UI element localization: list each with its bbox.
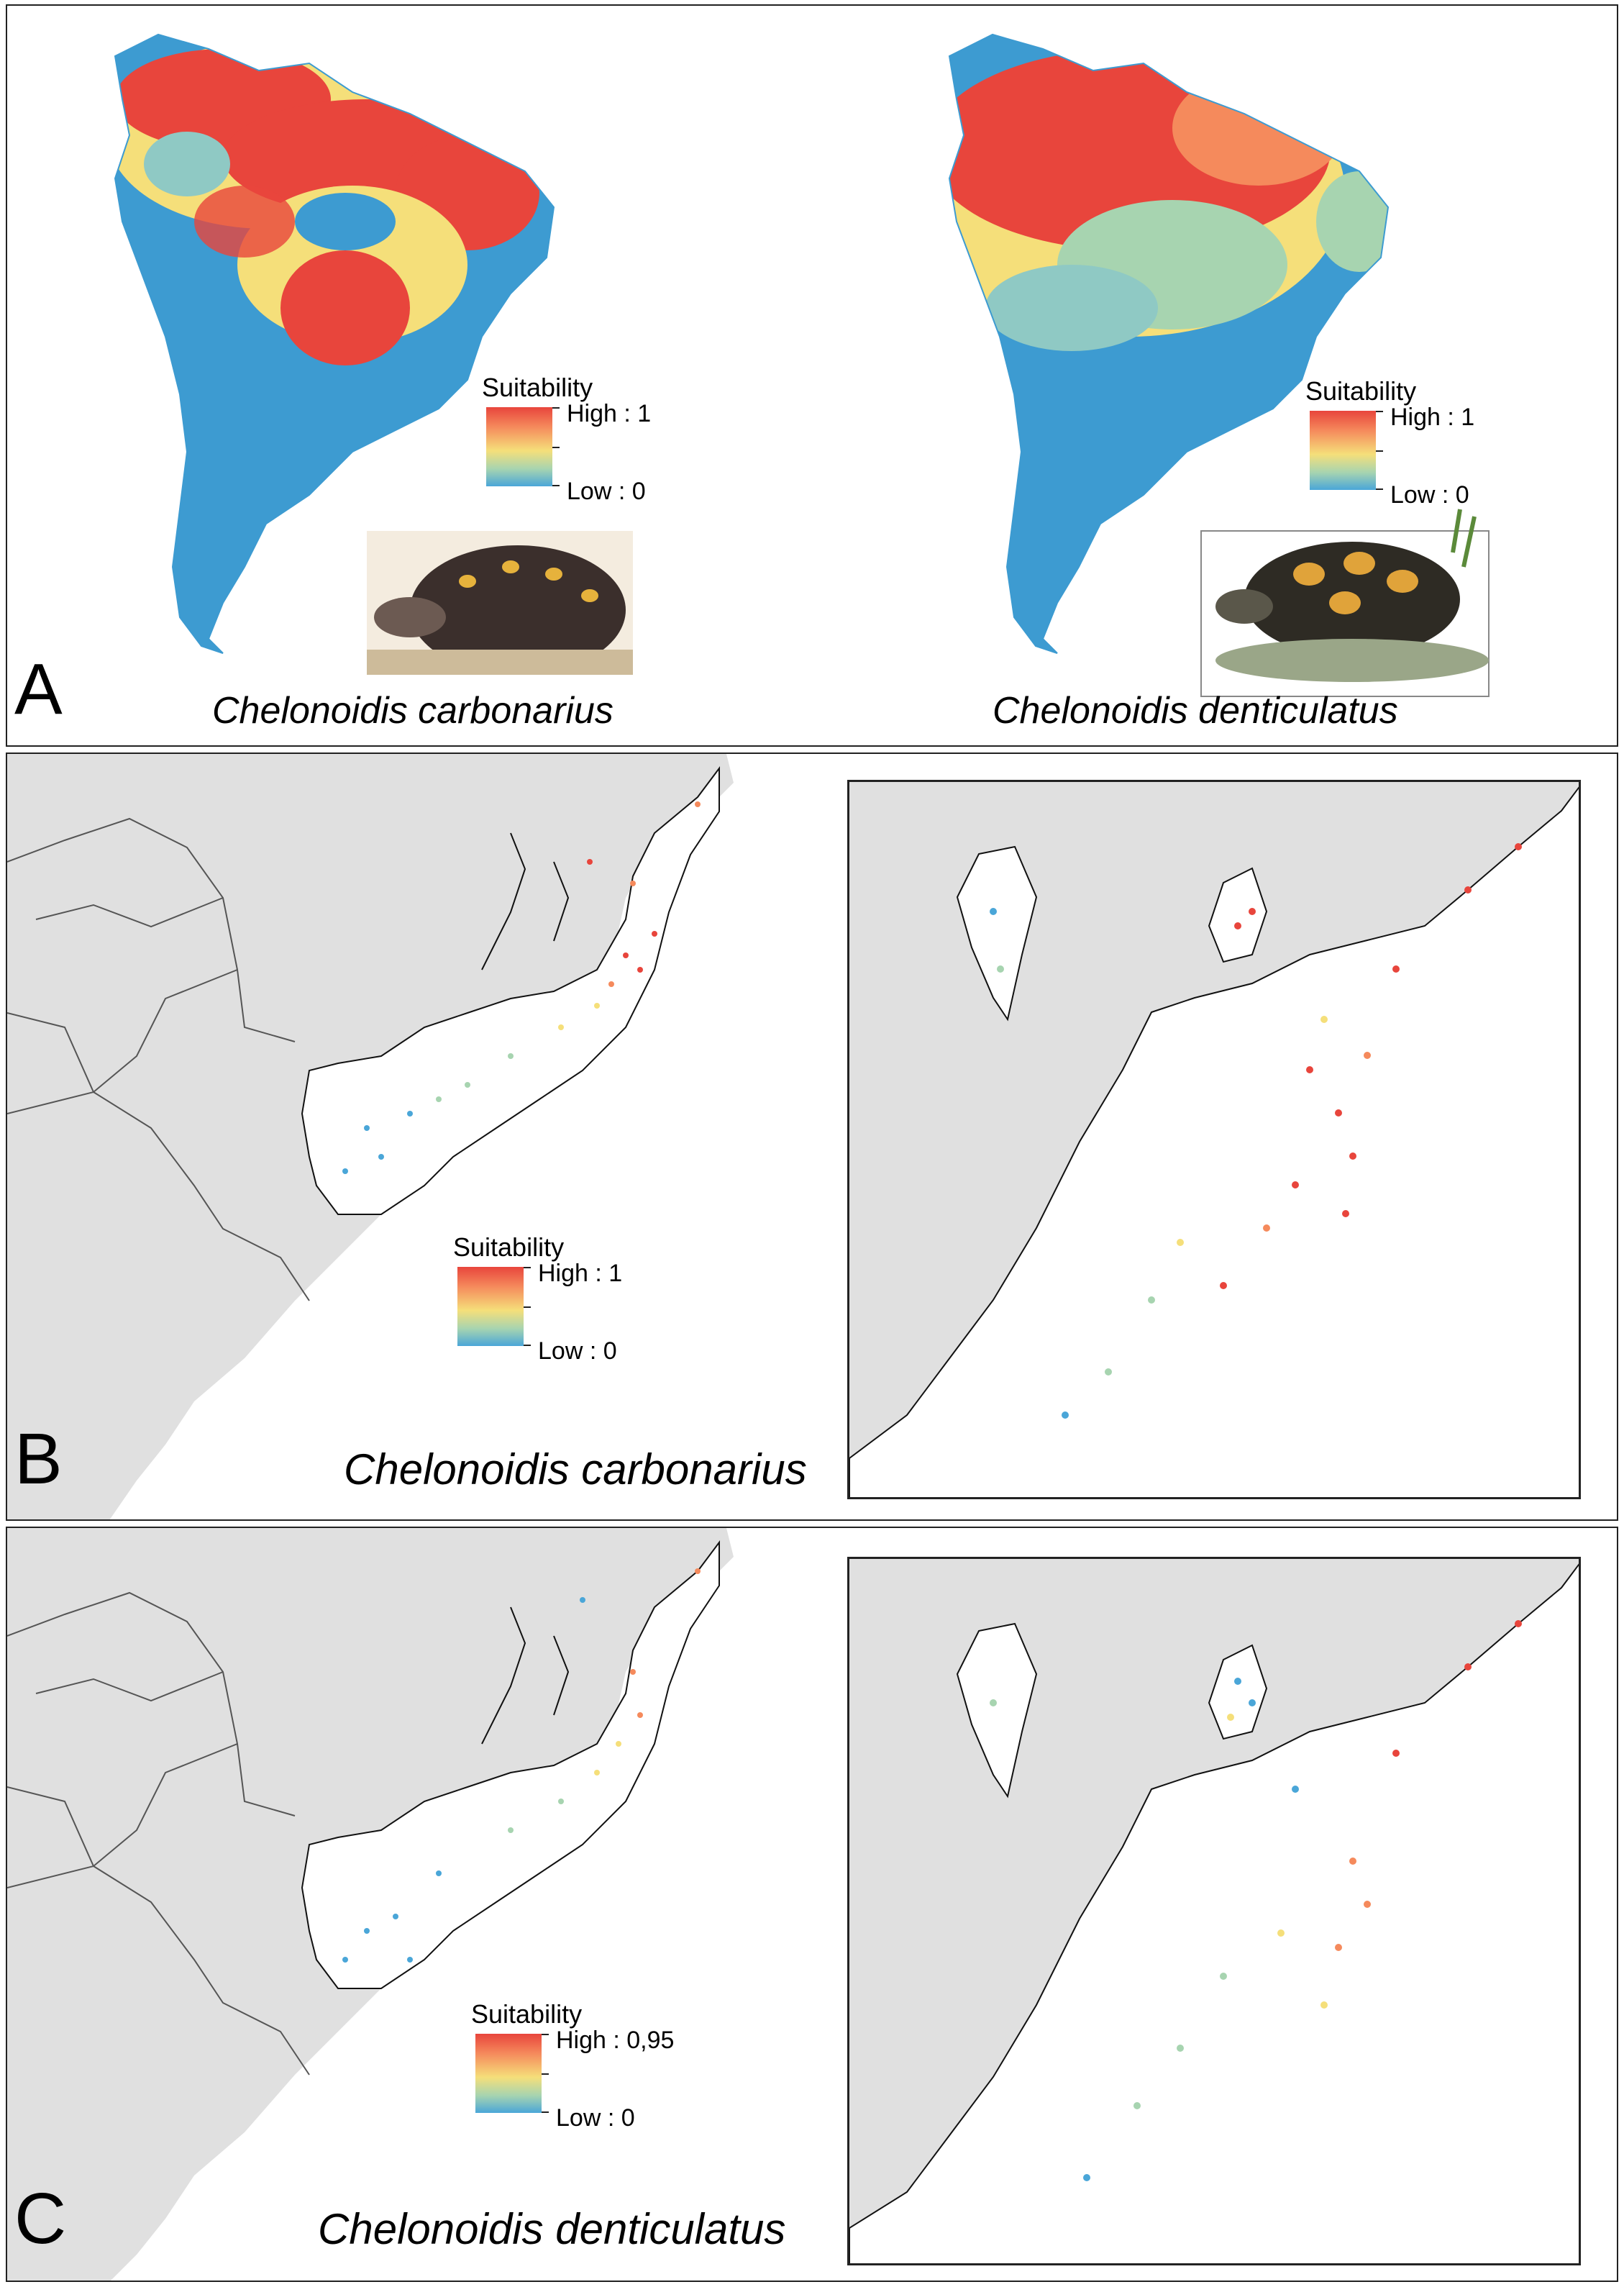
panel-c: Suitability High : 0,95 Low : 0 bbox=[6, 1527, 1618, 2282]
legend-tick-mid bbox=[1376, 450, 1383, 452]
inset-map-b bbox=[847, 780, 1581, 1499]
legend-title: Suitability bbox=[1305, 376, 1417, 406]
legend-tick-low bbox=[542, 2111, 549, 2113]
suitability-points-c bbox=[342, 1568, 701, 1963]
legend-title: Suitability bbox=[471, 1999, 583, 2029]
legend-gradient bbox=[457, 1267, 524, 1346]
legend-a-right: Suitability High : 1 Low : 0 bbox=[1305, 376, 1521, 509]
legend-tick-high bbox=[542, 2034, 549, 2035]
turtle-denticulatus-illustration bbox=[1200, 509, 1490, 697]
legend-tick-mid bbox=[552, 447, 560, 448]
legend-tick-high bbox=[552, 407, 560, 409]
legend-gradient bbox=[475, 2034, 542, 2113]
legend-tick-high bbox=[524, 1267, 531, 1268]
legend-tick-low bbox=[524, 1345, 531, 1346]
panel-a: Suitability High : 1 Low : 0 Suitability… bbox=[6, 4, 1618, 747]
legend-low-label: Low : 0 bbox=[567, 478, 646, 505]
inset-map-c bbox=[847, 1557, 1581, 2265]
inset-points-b bbox=[990, 843, 1522, 1419]
inset-map-c-svg bbox=[849, 1559, 1579, 2263]
legend-title: Suitability bbox=[453, 1232, 565, 1262]
panel-letter-b: B bbox=[14, 1419, 63, 1499]
legend-gradient bbox=[1310, 411, 1376, 490]
inset-map-b-svg bbox=[849, 782, 1579, 1497]
panel-b: Suitability High : 1 Low : 0 bbox=[6, 753, 1618, 1521]
legend-tick-low bbox=[552, 485, 560, 486]
legend-low-label: Low : 0 bbox=[538, 1337, 617, 1365]
legend-c: Suitability High : 0,95 Low : 0 bbox=[471, 1999, 687, 2132]
inset-points-c bbox=[990, 1620, 1522, 2181]
legend-high-label: High : 1 bbox=[1390, 404, 1475, 431]
species-label-denticulatus: Chelonoidis denticulatus bbox=[993, 690, 1398, 732]
coastal-map-denticulatus bbox=[7, 1528, 834, 2281]
species-label-carbonarius: Chelonoidis carbonarius bbox=[212, 690, 613, 732]
legend-high-label: High : 0,95 bbox=[556, 2027, 675, 2054]
atlantic-forest-region bbox=[301, 766, 720, 1215]
legend-tick-high bbox=[1376, 411, 1383, 412]
species-label-c: Chelonoidis denticulatus bbox=[318, 2205, 786, 2253]
atlantic-forest-region bbox=[301, 1540, 720, 1989]
coastal-map-carbonarius bbox=[7, 754, 834, 1519]
legend-tick-mid bbox=[542, 2073, 549, 2075]
legend-title: Suitability bbox=[482, 373, 593, 402]
legend-tick-mid bbox=[524, 1306, 531, 1308]
legend-a-left: Suitability High : 1 Low : 0 bbox=[482, 373, 698, 505]
legend-b: Suitability High : 1 Low : 0 bbox=[453, 1232, 669, 1365]
panel-letter-c: C bbox=[14, 2178, 67, 2259]
legend-tick-low bbox=[1376, 488, 1383, 490]
legend-low-label: Low : 0 bbox=[556, 2104, 635, 2132]
panel-letter-a: A bbox=[14, 649, 63, 729]
legend-low-label: Low : 0 bbox=[1390, 481, 1469, 509]
legend-high-label: High : 1 bbox=[567, 400, 652, 427]
legend-high-label: High : 1 bbox=[538, 1260, 623, 1287]
panel-a-maps bbox=[114, 33, 1490, 697]
legend-gradient bbox=[486, 407, 552, 486]
species-label-b: Chelonoidis carbonarius bbox=[344, 1445, 807, 1493]
suitability-points-b bbox=[342, 801, 701, 1174]
turtle-carbonarius-illustration bbox=[367, 531, 633, 675]
